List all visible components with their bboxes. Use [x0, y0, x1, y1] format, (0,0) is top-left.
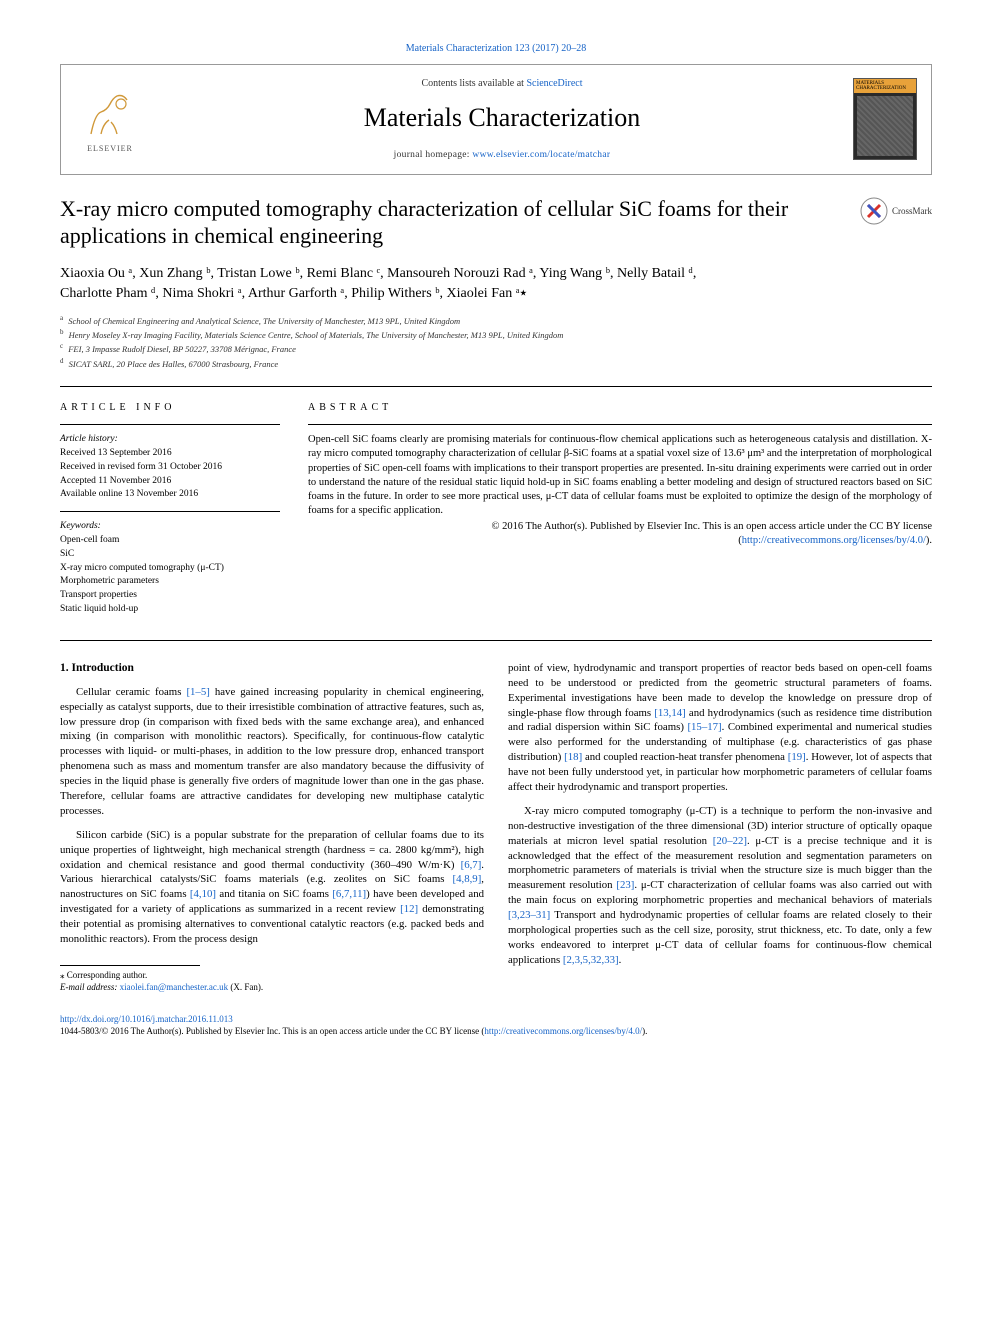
- cc-license-link-footer[interactable]: http://creativecommons.org/licenses/by/4…: [484, 1026, 642, 1036]
- footnote-separator: [60, 965, 200, 966]
- crossmark-badge[interactable]: CrossMark: [860, 197, 932, 225]
- email-label: E-mail address:: [60, 982, 120, 992]
- body-text-span: .: [619, 954, 622, 966]
- keyword-item: Morphometric parameters: [60, 575, 280, 588]
- divider: [308, 424, 932, 425]
- elsevier-logo: ELSEVIER: [75, 80, 145, 158]
- citation-link[interactable]: [6,7,11]: [332, 888, 366, 900]
- citation-link[interactable]: [19]: [788, 751, 806, 763]
- authors: Xiaoxia Ou ᵃ, Xun Zhang ᵇ, Tristan Lowe …: [60, 264, 932, 303]
- abstract-text: Open-cell SiC foams clearly are promisin…: [308, 434, 932, 516]
- journal-header: ELSEVIER Contents lists available at Sci…: [60, 64, 932, 175]
- divider: [60, 386, 932, 387]
- homepage-prefix: journal homepage:: [394, 150, 473, 160]
- cc-license-link[interactable]: http://creativecommons.org/licenses/by/4…: [742, 535, 926, 546]
- divider: [60, 424, 280, 425]
- body-text-span: have gained increasing popularity in che…: [60, 686, 484, 817]
- running-header[interactable]: Materials Characterization 123 (2017) 20…: [60, 42, 932, 56]
- body-text-span: and coupled reaction-heat transfer pheno…: [582, 751, 788, 763]
- citation-link[interactable]: [6,7]: [461, 859, 482, 871]
- cover-label: MATERIALS CHARACTERIZATION: [854, 79, 916, 93]
- citation-link[interactable]: [4,10]: [190, 888, 216, 900]
- history-item: Received in revised form 31 October 2016: [60, 461, 280, 474]
- citation-link[interactable]: [15–17]: [687, 721, 721, 733]
- homepage-link[interactable]: www.elsevier.com/locate/matchar: [472, 150, 610, 160]
- body-text-span: Silicon carbide (SiC) is a popular subst…: [60, 829, 484, 871]
- keyword-item: SiC: [60, 548, 280, 561]
- keyword-item: Static liquid hold-up: [60, 603, 280, 616]
- contents-line: Contents lists available at ScienceDirec…: [163, 77, 841, 91]
- history-item: Available online 13 November 2016: [60, 488, 280, 501]
- citation-link[interactable]: [20–22]: [713, 835, 747, 847]
- affiliation-item: c FEI, 3 Impasse Rudolf Diesel, BP 50227…: [60, 341, 932, 355]
- affiliation-item: a School of Chemical Engineering and Ana…: [60, 313, 932, 327]
- paper-title: X-ray micro computed tomography characte…: [60, 195, 932, 250]
- citation-link[interactable]: [12]: [400, 903, 418, 915]
- citation-link[interactable]: [3,23–31]: [508, 909, 550, 921]
- citation-link[interactable]: [18]: [564, 751, 582, 763]
- history-label: Article history:: [60, 433, 280, 446]
- corresponding-email-link[interactable]: xiaolei.fan@manchester.ac.uk: [120, 982, 229, 992]
- divider: [60, 511, 280, 512]
- cover-image: [857, 96, 913, 156]
- citation-link[interactable]: [13,14]: [654, 707, 685, 719]
- history-item: Accepted 11 November 2016: [60, 475, 280, 488]
- citation-link[interactable]: [1–5]: [186, 686, 209, 698]
- homepage-line: journal homepage: www.elsevier.com/locat…: [163, 149, 841, 162]
- affiliation-item: d SICAT SARL, 20 Place des Halles, 67000…: [60, 356, 932, 370]
- citation-link[interactable]: [4,8,9]: [453, 873, 482, 885]
- publisher-label: ELSEVIER: [87, 144, 133, 155]
- article-info-heading: ARTICLE INFO: [60, 401, 280, 415]
- abstract-column: ABSTRACT Open-cell SiC foams clearly are…: [308, 401, 932, 626]
- issn-copyright: 1044-5803/© 2016 The Author(s). Publishe…: [60, 1026, 484, 1036]
- section-heading-intro: 1. Introduction: [60, 661, 484, 677]
- journal-cover-thumb: MATERIALS CHARACTERIZATION: [853, 78, 917, 160]
- history-item: Received 13 September 2016: [60, 447, 280, 460]
- article-info-column: ARTICLE INFO Article history: Received 1…: [60, 401, 280, 626]
- citation-link[interactable]: [2,3,5,32,33]: [563, 954, 619, 966]
- abstract-heading: ABSTRACT: [308, 401, 932, 415]
- keywords-label: Keywords:: [60, 520, 280, 533]
- doi-link[interactable]: http://dx.doi.org/10.1016/j.matchar.2016…: [60, 1014, 233, 1024]
- body-text: 1. Introduction Cellular ceramic foams […: [60, 661, 932, 993]
- keyword-item: Transport properties: [60, 589, 280, 602]
- contents-label: Contents lists available at: [421, 78, 526, 89]
- citation-link[interactable]: [23]: [616, 879, 634, 891]
- affiliations: a School of Chemical Engineering and Ana…: [60, 313, 932, 370]
- sciencedirect-link[interactable]: ScienceDirect: [526, 78, 582, 89]
- page-footer: http://dx.doi.org/10.1016/j.matchar.2016…: [60, 1013, 932, 1037]
- body-text-span: and titania on SiC foams: [216, 888, 332, 900]
- corresponding-author-label: ⁎ Corresponding author.: [60, 970, 484, 982]
- abstract-copyright-close: ).: [926, 535, 932, 546]
- email-suffix: (X. Fan).: [228, 982, 263, 992]
- affiliation-item: b Henry Moseley X-ray Imaging Facility, …: [60, 327, 932, 341]
- divider: [60, 640, 932, 641]
- crossmark-label: CrossMark: [892, 205, 932, 217]
- keyword-item: Open-cell foam: [60, 534, 280, 547]
- crossmark-icon: [860, 197, 888, 225]
- authors-line-1: Xiaoxia Ou ᵃ, Xun Zhang ᵇ, Tristan Lowe …: [60, 266, 696, 281]
- authors-line-2: Charlotte Pham ᵈ, Nima Shokri ᵃ, Arthur …: [60, 286, 527, 301]
- issn-close: ).: [642, 1026, 647, 1036]
- keyword-item: X-ray micro computed tomography (μ-CT): [60, 562, 280, 575]
- body-text-span: Cellular ceramic foams: [76, 686, 186, 698]
- journal-title: Materials Characterization: [163, 100, 841, 135]
